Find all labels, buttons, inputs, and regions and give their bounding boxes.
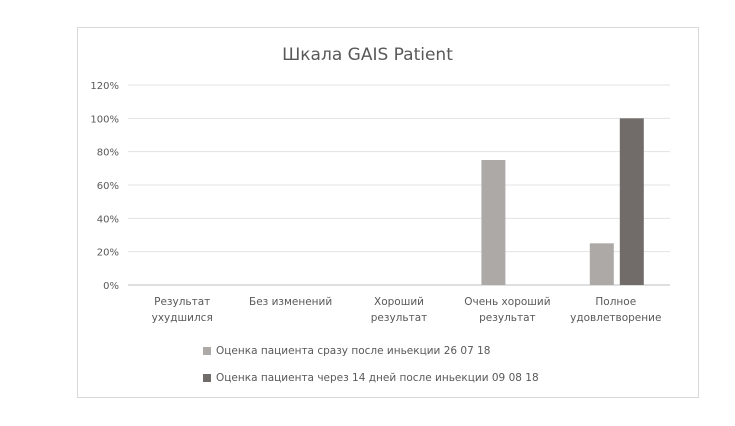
y-tick-label: 120% [90,81,119,92]
y-tick-label: 80% [97,148,119,159]
legend-item-1: Оценка пациента сразу после иньекции 26 … [203,345,490,357]
x-tick-label: Без изменений [249,296,332,308]
x-tick-label: Полное [595,296,636,308]
legend-item-2: Оценка пациента через 14 дней после инье… [203,372,539,384]
y-tick-label: 0% [103,281,119,292]
legend-swatch-1 [203,347,211,355]
bar [619,118,644,285]
y-tick-label: 20% [97,248,119,259]
x-tick-label: ухудшился [152,312,213,324]
bar [589,243,614,285]
bar [481,160,506,285]
legend-label-1: Оценка пациента сразу после иньекции 26 … [216,345,491,357]
x-tick-label: удовлетворение [570,312,661,324]
x-tick-label: результат [371,312,428,324]
y-tick-label: 100% [90,114,119,125]
x-tick-label: результат [479,312,536,324]
y-tick-label: 60% [97,181,119,192]
x-tick-label: Очень хороший [464,296,550,308]
chart-frame [77,27,699,398]
legend-label-2: Оценка пациента через 14 дней после инье… [216,372,539,384]
chart-title: Шкала GAIS Patient [282,45,453,65]
legend-swatch-2 [203,374,211,382]
x-tick-label: Хороший [374,296,424,308]
y-tick-label: 40% [97,214,119,225]
x-tick-label: Результат [154,296,210,308]
